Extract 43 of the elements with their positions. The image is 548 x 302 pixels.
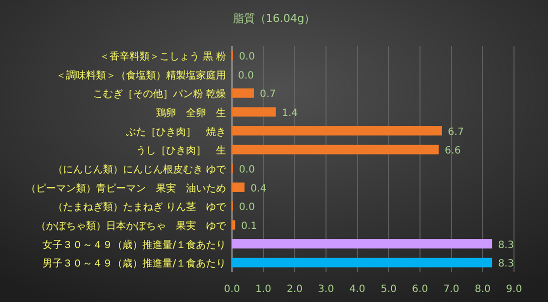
- bar: [232, 220, 236, 230]
- data-label: 8.3: [498, 258, 514, 270]
- data-label: 0.1: [241, 220, 258, 232]
- y-tick-label: （ピーマン類）青ピーマン 果実 油いため: [26, 182, 226, 194]
- data-label: 1.4: [282, 108, 298, 119]
- bar: [232, 88, 254, 98]
- bar: [232, 107, 276, 117]
- y-tick-label: 鶏卵 全卵 生: [156, 106, 226, 119]
- x-tick-label: 2.0: [286, 284, 303, 295]
- x-tick-label: 8.0: [474, 284, 491, 295]
- x-tick-label: 4.0: [349, 284, 366, 295]
- y-tick-label: 男子３０～４９（歳）推進量/１食あたり: [42, 258, 226, 270]
- y-tick-label: こむぎ［その他］パン粉 乾燥: [92, 88, 226, 100]
- data-label: 8.3: [498, 240, 514, 251]
- data-label: 0.0: [238, 51, 255, 62]
- x-tick-label: 3.0: [318, 284, 334, 295]
- y-tick-label: （たまねぎ類）たまねぎ りん茎 ゆで: [52, 201, 227, 214]
- bar: [232, 182, 245, 192]
- data-label: 0.0: [238, 202, 255, 214]
- y-tick-label: ＜調味料類＞（食塩類）精製塩家庭用: [56, 69, 226, 82]
- bar: [232, 126, 442, 136]
- x-tick-label: 6.0: [412, 284, 428, 295]
- y-tick-label: （にんじん類）にんじん根皮むき ゆで: [52, 163, 227, 176]
- x-tick-label: 7.0: [443, 284, 460, 295]
- data-label: 6.6: [444, 146, 461, 157]
- bar: [232, 258, 492, 268]
- x-tick-label: 0.0: [224, 284, 240, 295]
- x-tick-label: 5.0: [380, 284, 397, 295]
- bar: [232, 144, 439, 154]
- data-label: 0.7: [260, 89, 276, 100]
- y-tick-label: ぶた［ひき肉］ 焼き: [126, 126, 226, 138]
- data-label: 0.4: [250, 183, 266, 194]
- data-label: 0.0: [238, 70, 254, 82]
- y-tick-label: うし［ひき肉］ 生: [136, 144, 226, 157]
- y-tick-label: 女子３０～４９（歳）推進量/１食あたり: [42, 238, 226, 251]
- x-tick-label: 1.0: [255, 284, 272, 295]
- y-tick-label: （かぼちゃ類）日本かぼちゃ 果実 ゆで: [36, 220, 227, 232]
- y-tick-label: ＜香辛料類＞こしょう 黒 粉: [100, 50, 226, 62]
- chart-title: 脂質（16.04g）: [232, 12, 316, 25]
- x-tick-label: 9.0: [506, 284, 522, 295]
- data-label: 6.7: [448, 126, 464, 138]
- bar: [232, 239, 492, 248]
- data-label: 0.0: [238, 164, 255, 176]
